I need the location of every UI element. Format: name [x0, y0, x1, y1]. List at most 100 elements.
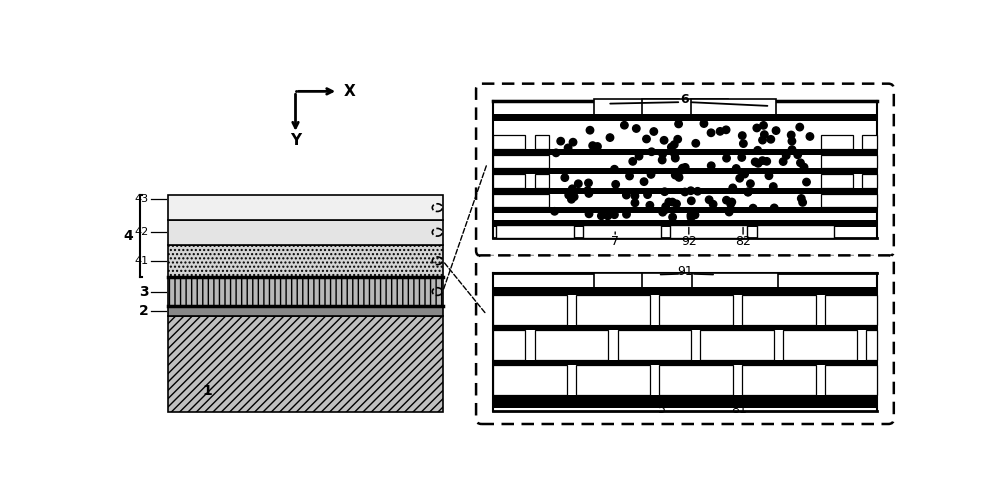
Text: 6: 6 [681, 93, 689, 106]
Circle shape [658, 156, 666, 164]
Bar [576, 365, 650, 395]
Bar [493, 331, 525, 360]
Bar [493, 155, 549, 168]
Bar [642, 99, 728, 115]
Circle shape [665, 198, 673, 205]
Circle shape [740, 140, 747, 147]
Circle shape [744, 188, 752, 195]
Bar [168, 316, 443, 412]
Bar [535, 135, 549, 149]
Bar [594, 273, 679, 288]
Bar [493, 114, 877, 121]
Circle shape [648, 148, 655, 156]
Circle shape [751, 158, 759, 166]
Circle shape [606, 134, 614, 141]
Circle shape [779, 158, 787, 165]
Circle shape [760, 122, 767, 129]
Circle shape [725, 208, 733, 216]
Circle shape [767, 136, 775, 143]
Bar [493, 135, 525, 149]
Circle shape [675, 174, 683, 181]
Bar [535, 331, 608, 360]
Circle shape [759, 157, 766, 164]
Bar [821, 155, 877, 168]
Circle shape [643, 135, 650, 143]
Bar [168, 220, 443, 245]
Circle shape [796, 124, 803, 131]
Circle shape [741, 171, 748, 178]
Circle shape [707, 129, 715, 137]
Circle shape [564, 144, 572, 151]
Circle shape [782, 152, 790, 160]
Bar [493, 360, 877, 365]
Circle shape [662, 203, 669, 210]
Circle shape [803, 178, 810, 186]
Circle shape [682, 164, 689, 171]
Circle shape [739, 132, 746, 139]
Bar [692, 273, 778, 288]
Circle shape [688, 197, 695, 205]
Circle shape [761, 131, 768, 138]
Bar [642, 273, 728, 288]
Circle shape [662, 205, 670, 213]
Circle shape [585, 190, 593, 197]
Circle shape [788, 146, 796, 153]
Circle shape [705, 196, 713, 204]
Bar [493, 207, 877, 213]
Bar [862, 174, 877, 188]
Circle shape [687, 212, 695, 219]
Circle shape [754, 160, 762, 167]
Bar [576, 296, 650, 325]
Circle shape [672, 154, 679, 162]
Circle shape [787, 131, 795, 139]
Circle shape [753, 124, 761, 132]
Text: 92: 92 [681, 235, 697, 248]
FancyBboxPatch shape [476, 84, 894, 256]
FancyBboxPatch shape [476, 255, 894, 424]
Text: 81: 81 [731, 403, 747, 416]
Circle shape [672, 171, 679, 179]
Circle shape [694, 188, 701, 195]
Circle shape [723, 196, 730, 204]
Circle shape [594, 143, 601, 150]
Bar [493, 395, 877, 400]
Circle shape [679, 164, 686, 172]
Circle shape [806, 133, 814, 140]
Circle shape [585, 210, 593, 217]
Bar [821, 174, 853, 188]
Circle shape [552, 149, 560, 157]
Circle shape [738, 154, 745, 161]
Circle shape [650, 128, 658, 135]
Bar [618, 331, 691, 360]
Circle shape [640, 178, 648, 185]
Circle shape [598, 212, 605, 219]
Text: 41: 41 [134, 256, 148, 266]
Bar [493, 220, 877, 227]
Bar [742, 365, 816, 395]
Bar [659, 296, 733, 325]
Text: 4: 4 [124, 229, 134, 243]
Bar [821, 135, 853, 149]
Circle shape [744, 189, 752, 196]
Circle shape [770, 183, 777, 190]
Text: 5: 5 [658, 403, 666, 416]
Circle shape [671, 150, 678, 158]
Circle shape [733, 165, 740, 172]
Bar [493, 168, 877, 174]
Circle shape [569, 138, 577, 146]
Circle shape [728, 198, 736, 205]
Circle shape [659, 150, 666, 158]
Circle shape [691, 211, 699, 218]
Circle shape [659, 208, 666, 216]
Bar [493, 325, 877, 331]
Circle shape [798, 195, 805, 202]
Circle shape [788, 137, 796, 145]
Circle shape [687, 187, 695, 194]
Circle shape [623, 192, 630, 199]
Circle shape [763, 158, 770, 165]
Text: 7: 7 [611, 235, 619, 248]
Bar [742, 296, 816, 325]
Circle shape [604, 212, 611, 219]
Circle shape [586, 126, 594, 134]
Circle shape [736, 174, 743, 182]
